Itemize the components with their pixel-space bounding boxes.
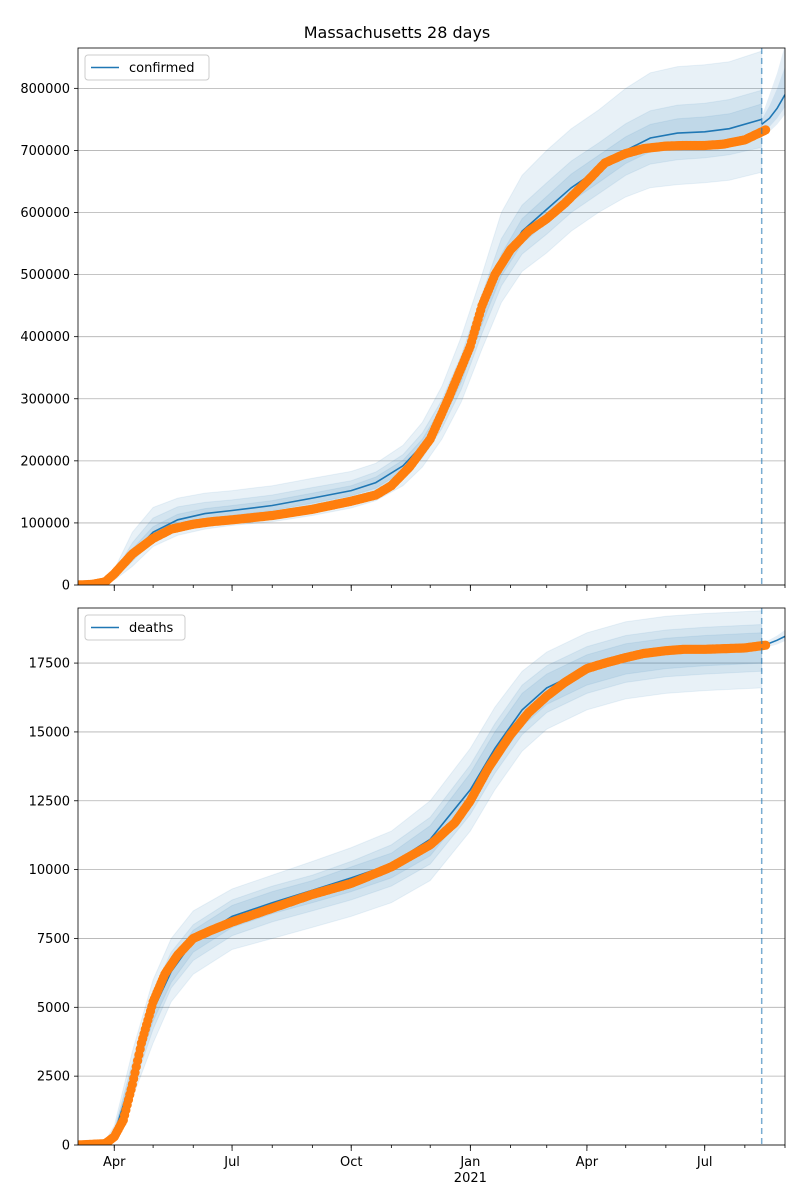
forecast-line [761,94,785,126]
confidence-band [78,610,763,1145]
legend-label: confirmed [129,61,195,76]
y-tick-label: 15000 [29,725,70,740]
x-tick-label: Jan [459,1155,480,1170]
x-year-label: 2021 [454,1171,487,1186]
x-tick-label: Apr [576,1155,599,1170]
confidence-band [78,632,763,1145]
x-tick-label: Oct [340,1155,362,1170]
observed-series [78,640,771,1145]
legend-frame [84,614,186,641]
y-tick-label: 600000 [20,206,70,221]
plot-area [78,48,785,585]
y-tick-label: 100000 [20,516,70,531]
x-tick-label: Jul [696,1155,713,1170]
axes-frame [77,47,786,586]
x-tick-label: Apr [103,1155,126,1170]
y-tick-label: 300000 [20,392,70,407]
forecast-band [761,66,785,132]
legend: deaths [84,614,186,641]
observed-point [761,125,771,135]
observed-point [761,640,771,650]
y-tick-label: 10000 [29,863,70,878]
y-tick-label: 2500 [37,1070,70,1085]
y-tick-label: 0 [62,1139,70,1154]
y-tick-label: 12500 [29,794,70,809]
observed-series [78,125,771,585]
x-tick-label: Jul [223,1155,240,1170]
y-tick-label: 500000 [20,268,70,283]
legend: confirmed [84,54,210,81]
model-line [78,645,762,1145]
y-tick-label: 200000 [20,454,70,469]
panel-confirmed: 0 100000 200000 300000 400000 500000 600000 700… [20,47,786,594]
axes-frame [77,607,786,1146]
y-tick-label: 800000 [20,82,70,97]
forecast-band [761,48,785,135]
plot-area [78,610,785,1145]
legend-label: deaths [129,621,174,636]
y-tick-label: 400000 [20,330,70,345]
y-tick-label: 17500 [29,657,70,672]
panel-deaths: 0 2500 5000 7500 10000 12500 15000 17500 Apr Jul O… [29,607,786,1186]
chart-title: Massachusetts 28 days [304,23,491,42]
legend-frame [84,54,210,81]
y-tick-label: 5000 [37,1001,70,1016]
y-tick-label: 700000 [20,144,70,159]
y-tick-label: 0 [62,579,70,594]
y-tick-label: 7500 [37,932,70,947]
